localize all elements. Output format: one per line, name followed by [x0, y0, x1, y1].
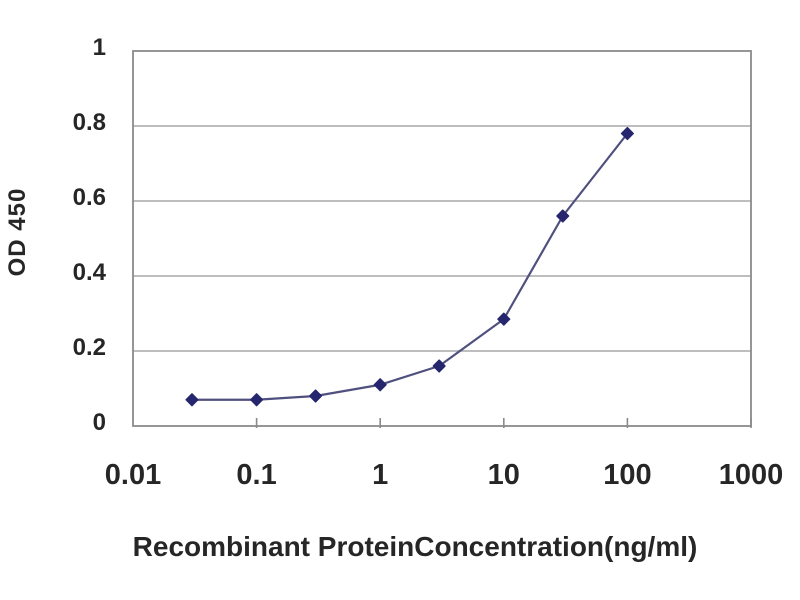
- x-tick-label-0.01: 0.01: [104, 459, 162, 491]
- data-point-0.03: [185, 393, 199, 407]
- plot-border: [132, 50, 752, 427]
- y-tick-label-0.8: 0.8: [72, 109, 106, 136]
- data-point-10: [497, 312, 511, 326]
- data-point-100: [620, 126, 634, 141]
- data-point-0.1: [250, 393, 264, 407]
- x-axis-title: Recombinant ProteinConcentration(ng/ml): [132, 531, 698, 562]
- x-tick-label-1000: 1000: [718, 459, 784, 491]
- plot-border-rect: [132, 50, 752, 427]
- x-tick-label-100: 100: [603, 459, 652, 491]
- x-tick-label-1: 1: [372, 459, 389, 491]
- y-tick-label-0.2: 0.2: [72, 334, 106, 361]
- x-tick-label-0.1: 0.1: [236, 459, 277, 491]
- y-tick-label-0.4: 0.4: [72, 259, 106, 286]
- y-tick-label-1: 1: [92, 34, 106, 61]
- data-point-3: [432, 359, 446, 373]
- data-point-0.3: [309, 389, 323, 403]
- x-tick-label-10: 10: [487, 459, 520, 491]
- y-tick-label-0.6: 0.6: [72, 184, 106, 211]
- gridlines: [133, 125, 751, 352]
- series-line: [191, 132, 629, 401]
- data-point-1: [373, 378, 387, 392]
- series-polyline: [191, 132, 629, 401]
- series-markers: [185, 126, 634, 407]
- y-tick-label-0: 0: [92, 409, 106, 436]
- x-tick-marks: [255, 418, 752, 428]
- data-point-30: [556, 209, 570, 223]
